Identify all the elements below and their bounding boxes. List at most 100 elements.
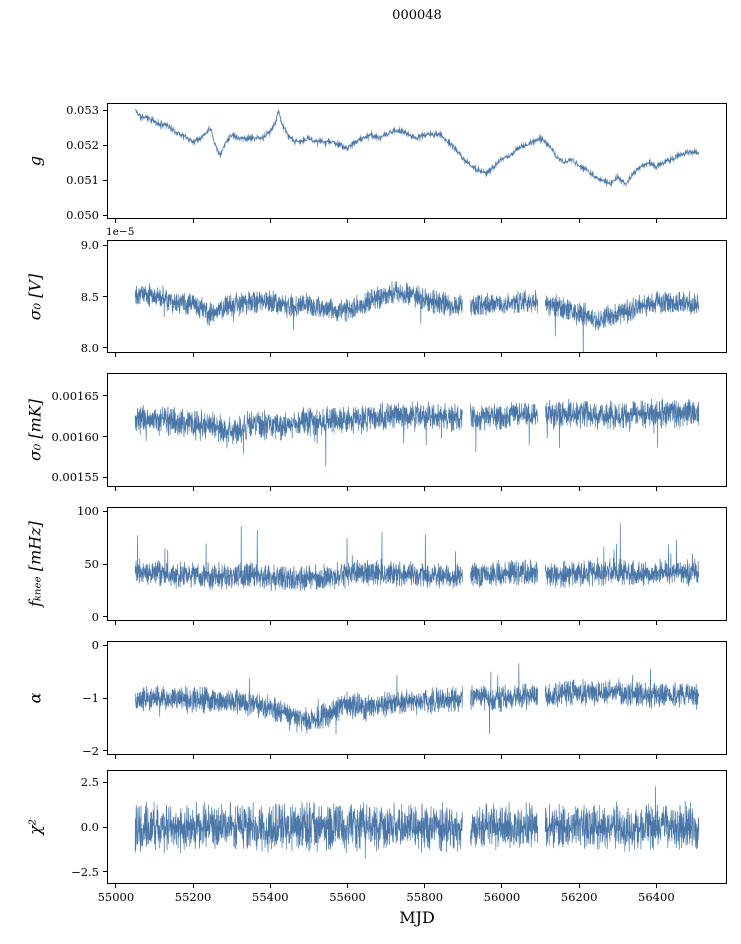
y-tick-mark: [103, 644, 107, 646]
x-tick-mark: [424, 884, 426, 888]
y-tick-mark: [103, 179, 107, 181]
y-tick-mark: [103, 697, 107, 699]
subplot-chi2: χ² 55000 55200 55400 55600 55800 56000 56200 56…: [26, 770, 727, 904]
axis-offset-text: 1e−5: [106, 226, 135, 238]
plot-canvas-chi2: [107, 770, 727, 884]
x-tick-mark: [655, 219, 657, 223]
x-tick-mark: [655, 755, 657, 759]
x-tick-label: 55600: [329, 890, 366, 904]
y-tick-label: 0.00155: [51, 470, 99, 485]
x-tick-mark: [578, 487, 580, 491]
x-axis-label: MJD: [399, 908, 435, 927]
x-tick-mark: [115, 487, 117, 491]
x-tick-mark: [115, 353, 117, 357]
y-tick-label: 0.00160: [51, 429, 99, 444]
y-tick-label: 8.5: [80, 289, 99, 304]
y-tick-label: 8.0: [80, 340, 99, 355]
y-tick-label: 0.051: [66, 173, 99, 188]
y-tick-label: 9.0: [80, 238, 99, 253]
y-tick-mark: [103, 871, 107, 873]
x-tick-mark: [578, 884, 580, 888]
y-tick-label: −2: [82, 743, 99, 758]
x-tick-mark: [655, 621, 657, 625]
x-tick-mark: [115, 755, 117, 759]
x-tick-mark: [192, 353, 194, 357]
plot-canvas-sigma0-v: [107, 240, 727, 353]
x-tick-label: 55000: [97, 890, 135, 904]
x-tick-label: 56200: [560, 890, 598, 904]
x-tick-mark: [115, 621, 117, 625]
x-tick-mark: [578, 353, 580, 357]
y-tick-mark: [103, 750, 107, 752]
x-tick-mark: [424, 755, 426, 759]
y-tick-mark: [103, 244, 107, 246]
y-tick-label: −2.5: [71, 864, 99, 879]
x-tick-mark: [424, 219, 426, 223]
plot-canvas-g: [107, 103, 727, 219]
x-tick-mark: [501, 219, 503, 223]
x-tick-mark: [269, 487, 271, 491]
y-tick-mark: [103, 616, 107, 618]
x-tick-mark: [347, 884, 348, 888]
y-tick-mark: [103, 476, 107, 478]
x-tick-mark: [192, 755, 194, 759]
y-tick-label: 0.00165: [51, 388, 99, 403]
y-tick-mark: [103, 296, 107, 297]
subplot-sigma0-v: σ₀ [V] 1e−5 8.0 8.5 9.0: [26, 226, 727, 357]
x-tick-mark: [347, 219, 348, 223]
x-tick-mark: [578, 219, 580, 223]
x-tick-mark: [501, 353, 503, 357]
subplot-alpha: α −2 −1 0: [26, 638, 727, 759]
x-tick-mark: [424, 353, 426, 357]
x-tick-mark: [192, 884, 194, 888]
y-tick-label: 0.052: [66, 138, 99, 153]
y-tick-label: 0: [91, 609, 99, 624]
x-tick-label: 55200: [174, 890, 212, 904]
x-tick-mark: [115, 219, 117, 223]
chart-title: 000048: [392, 8, 442, 23]
y-tick-mark: [103, 109, 107, 111]
y-axis-label-g: g: [25, 155, 45, 167]
y-tick-mark: [103, 395, 107, 397]
x-tick-label: 55400: [252, 890, 289, 904]
y-tick-mark: [103, 347, 107, 349]
x-tick-mark: [347, 353, 348, 357]
x-tick-mark: [347, 487, 348, 491]
x-tick-mark: [424, 487, 426, 491]
x-tick-mark: [269, 755, 271, 759]
x-tick-mark: [192, 219, 194, 223]
y-tick-mark: [103, 781, 107, 783]
plot-canvas-alpha: [107, 641, 727, 755]
x-tick-mark: [655, 487, 657, 491]
x-tick-mark: [501, 621, 503, 625]
y-tick-label: 0: [91, 638, 99, 653]
y-tick-label: 50: [84, 557, 99, 571]
x-tick-mark: [192, 487, 194, 491]
x-tick-mark: [578, 621, 580, 625]
x-tick-mark: [424, 621, 426, 625]
x-tick-mark: [501, 487, 503, 491]
y-tick-label: 0.0: [80, 820, 99, 834]
plot-canvas-sigma0-mk: [107, 373, 727, 487]
y-tick-label: 0.050: [66, 208, 99, 223]
x-tick-mark: [347, 755, 348, 759]
x-tick-mark: [269, 884, 271, 888]
plot-canvas-fknee: [107, 507, 727, 621]
y-tick-label: 0.053: [66, 103, 99, 118]
subplot-fknee: fₖₙₑₑ [mHz] 0 50 100: [26, 504, 727, 625]
y-tick-mark: [103, 826, 107, 828]
y-tick-mark: [103, 214, 107, 216]
x-tick-mark: [115, 884, 117, 888]
y-tick-label: 100: [77, 504, 99, 519]
x-tick-mark: [192, 621, 194, 625]
x-tick-label: 56400: [638, 890, 675, 904]
y-tick-label: −1: [82, 691, 99, 705]
x-tick-mark: [655, 353, 657, 357]
x-tick-mark: [269, 621, 271, 625]
x-tick-mark: [578, 755, 580, 759]
x-tick-mark: [501, 884, 503, 888]
x-tick-mark: [269, 353, 271, 357]
x-tick-mark: [347, 621, 348, 625]
y-tick-mark: [103, 144, 107, 146]
